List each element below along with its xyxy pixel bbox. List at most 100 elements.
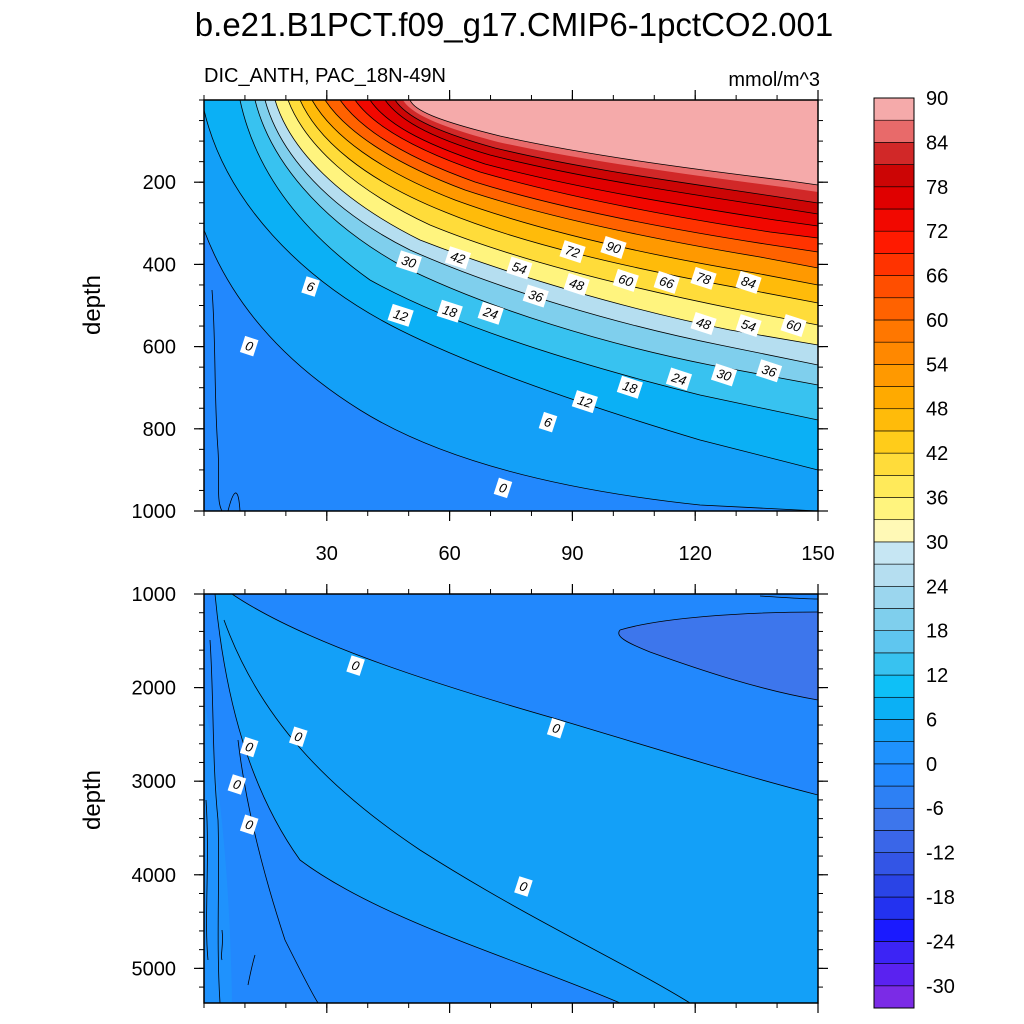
contour-label-box — [239, 736, 259, 758]
colorbar-label: 42 — [926, 443, 948, 465]
colorbar-label: -18 — [926, 887, 955, 909]
contour-label-box — [735, 270, 762, 294]
contour-label-box — [387, 303, 414, 327]
contour-label-text: 12 — [576, 392, 595, 411]
contour-label: 6 — [538, 411, 558, 433]
colorbar-label: 0 — [926, 754, 937, 776]
contour-label-box — [522, 284, 549, 308]
contour-label-box — [436, 299, 463, 323]
y-tick-label: 200 — [143, 172, 176, 194]
contour-label-box — [227, 774, 247, 795]
contour-label: 66 — [653, 270, 680, 294]
contour-label-box — [493, 477, 513, 499]
contour-label: 6 — [301, 276, 320, 297]
contour-label: 12 — [571, 390, 598, 414]
lower-frame — [203, 593, 819, 1004]
colorbar-swatch — [873, 253, 915, 276]
colorbar-label: 54 — [926, 354, 948, 376]
y-tick-label: 5000 — [132, 958, 177, 980]
contour-label-box — [690, 266, 717, 290]
contour-label-text: 54 — [510, 259, 528, 278]
contour-label: 0 — [239, 335, 259, 357]
contour-label: 0 — [239, 736, 259, 758]
colorbar-swatch — [873, 319, 915, 343]
colorbar-swatch — [873, 785, 915, 809]
contour-label: 0 — [239, 814, 259, 835]
colorbar-label: 24 — [926, 576, 948, 598]
y-tick-label: 4000 — [132, 865, 177, 887]
colorbar-label: -6 — [926, 798, 944, 820]
colorbar-swatch — [873, 119, 915, 143]
lower-neg-deep — [204, 594, 620, 1003]
colorbar-swatch — [873, 341, 915, 365]
colorbar-swatch — [873, 985, 915, 1009]
colorbar-swatch — [873, 275, 915, 299]
upper-ylabel: depth — [79, 275, 106, 335]
colorbar-swatch — [873, 652, 915, 676]
contour-label: 12 — [387, 303, 414, 327]
colorbar-swatch — [873, 674, 915, 698]
y-tick-label: 1000 — [132, 584, 177, 606]
contour-label-text: 60 — [784, 316, 803, 335]
units-label: mmol/m^3 — [728, 69, 820, 91]
contour-label: 0 — [346, 655, 365, 676]
colorbar-swatch — [873, 142, 915, 165]
colorbar-label: 66 — [926, 266, 948, 288]
colorbar-swatch — [873, 807, 915, 831]
contour-label: 36 — [755, 359, 783, 383]
colorbar-label: 72 — [926, 221, 948, 243]
colorbar-swatch — [873, 408, 915, 432]
contour-label-text: 48 — [694, 314, 713, 333]
contour-label-text: 12 — [391, 306, 410, 325]
contour-label-box — [559, 240, 586, 264]
contour-label: 90 — [600, 236, 627, 259]
contour-label: 0 — [289, 726, 308, 747]
colorbar-label: 12 — [926, 665, 948, 687]
lower-contour-fill — [204, 594, 818, 1003]
upper-contour-fill — [204, 100, 818, 511]
lower-contour-lines — [205, 594, 818, 1003]
contour-label-box — [395, 250, 422, 274]
colorbar-swatch — [873, 852, 915, 876]
colorbar-swatch — [873, 230, 915, 254]
y-tick-label: 400 — [143, 254, 176, 276]
band-90 — [410, 100, 818, 185]
contour-label-text: 48 — [567, 275, 586, 294]
contour-label-text: 36 — [760, 361, 779, 380]
colorbar-label: 84 — [926, 132, 948, 154]
contour-label-box — [346, 655, 365, 676]
contour-label: 0 — [546, 718, 566, 739]
colorbar-swatch — [873, 941, 915, 964]
colorbar-swatch — [873, 874, 915, 898]
y-tick-label: 600 — [143, 337, 176, 359]
colorbar-swatch — [873, 763, 915, 787]
x-tick-label: 90 — [561, 543, 583, 565]
contour-label: 18 — [436, 299, 463, 323]
colorbar-swatch — [873, 386, 915, 410]
contour-label-box — [239, 814, 259, 835]
colorbar-swatch — [873, 430, 915, 454]
contour-label-text: 42 — [449, 248, 468, 267]
colorbar-label: 90 — [926, 88, 948, 110]
contour-label: 48 — [563, 272, 590, 296]
colorbar-swatch — [873, 475, 915, 498]
contour-label-text: 18 — [441, 302, 460, 321]
contour-label-text: 66 — [658, 273, 677, 292]
colorbar-label: -30 — [926, 976, 955, 998]
contour-label-text: 24 — [481, 304, 500, 323]
contour-label-box — [563, 272, 590, 296]
contour-label: 54 — [735, 314, 762, 338]
contour-label-box — [735, 314, 762, 338]
chart-subtitle: DIC_ANTH, PAC_18N-49N — [204, 65, 446, 87]
contour-label-box — [571, 390, 598, 414]
contour-label: 60 — [780, 314, 807, 338]
y-tick-label: 1000 — [132, 501, 177, 523]
contour-label-box — [690, 312, 717, 336]
contour-label-text: 78 — [694, 269, 713, 288]
colorbar-label: 6 — [926, 709, 937, 731]
colorbar-swatch — [873, 97, 915, 121]
contour-label-text: 72 — [563, 242, 582, 261]
contour-label: 30 — [395, 250, 422, 274]
